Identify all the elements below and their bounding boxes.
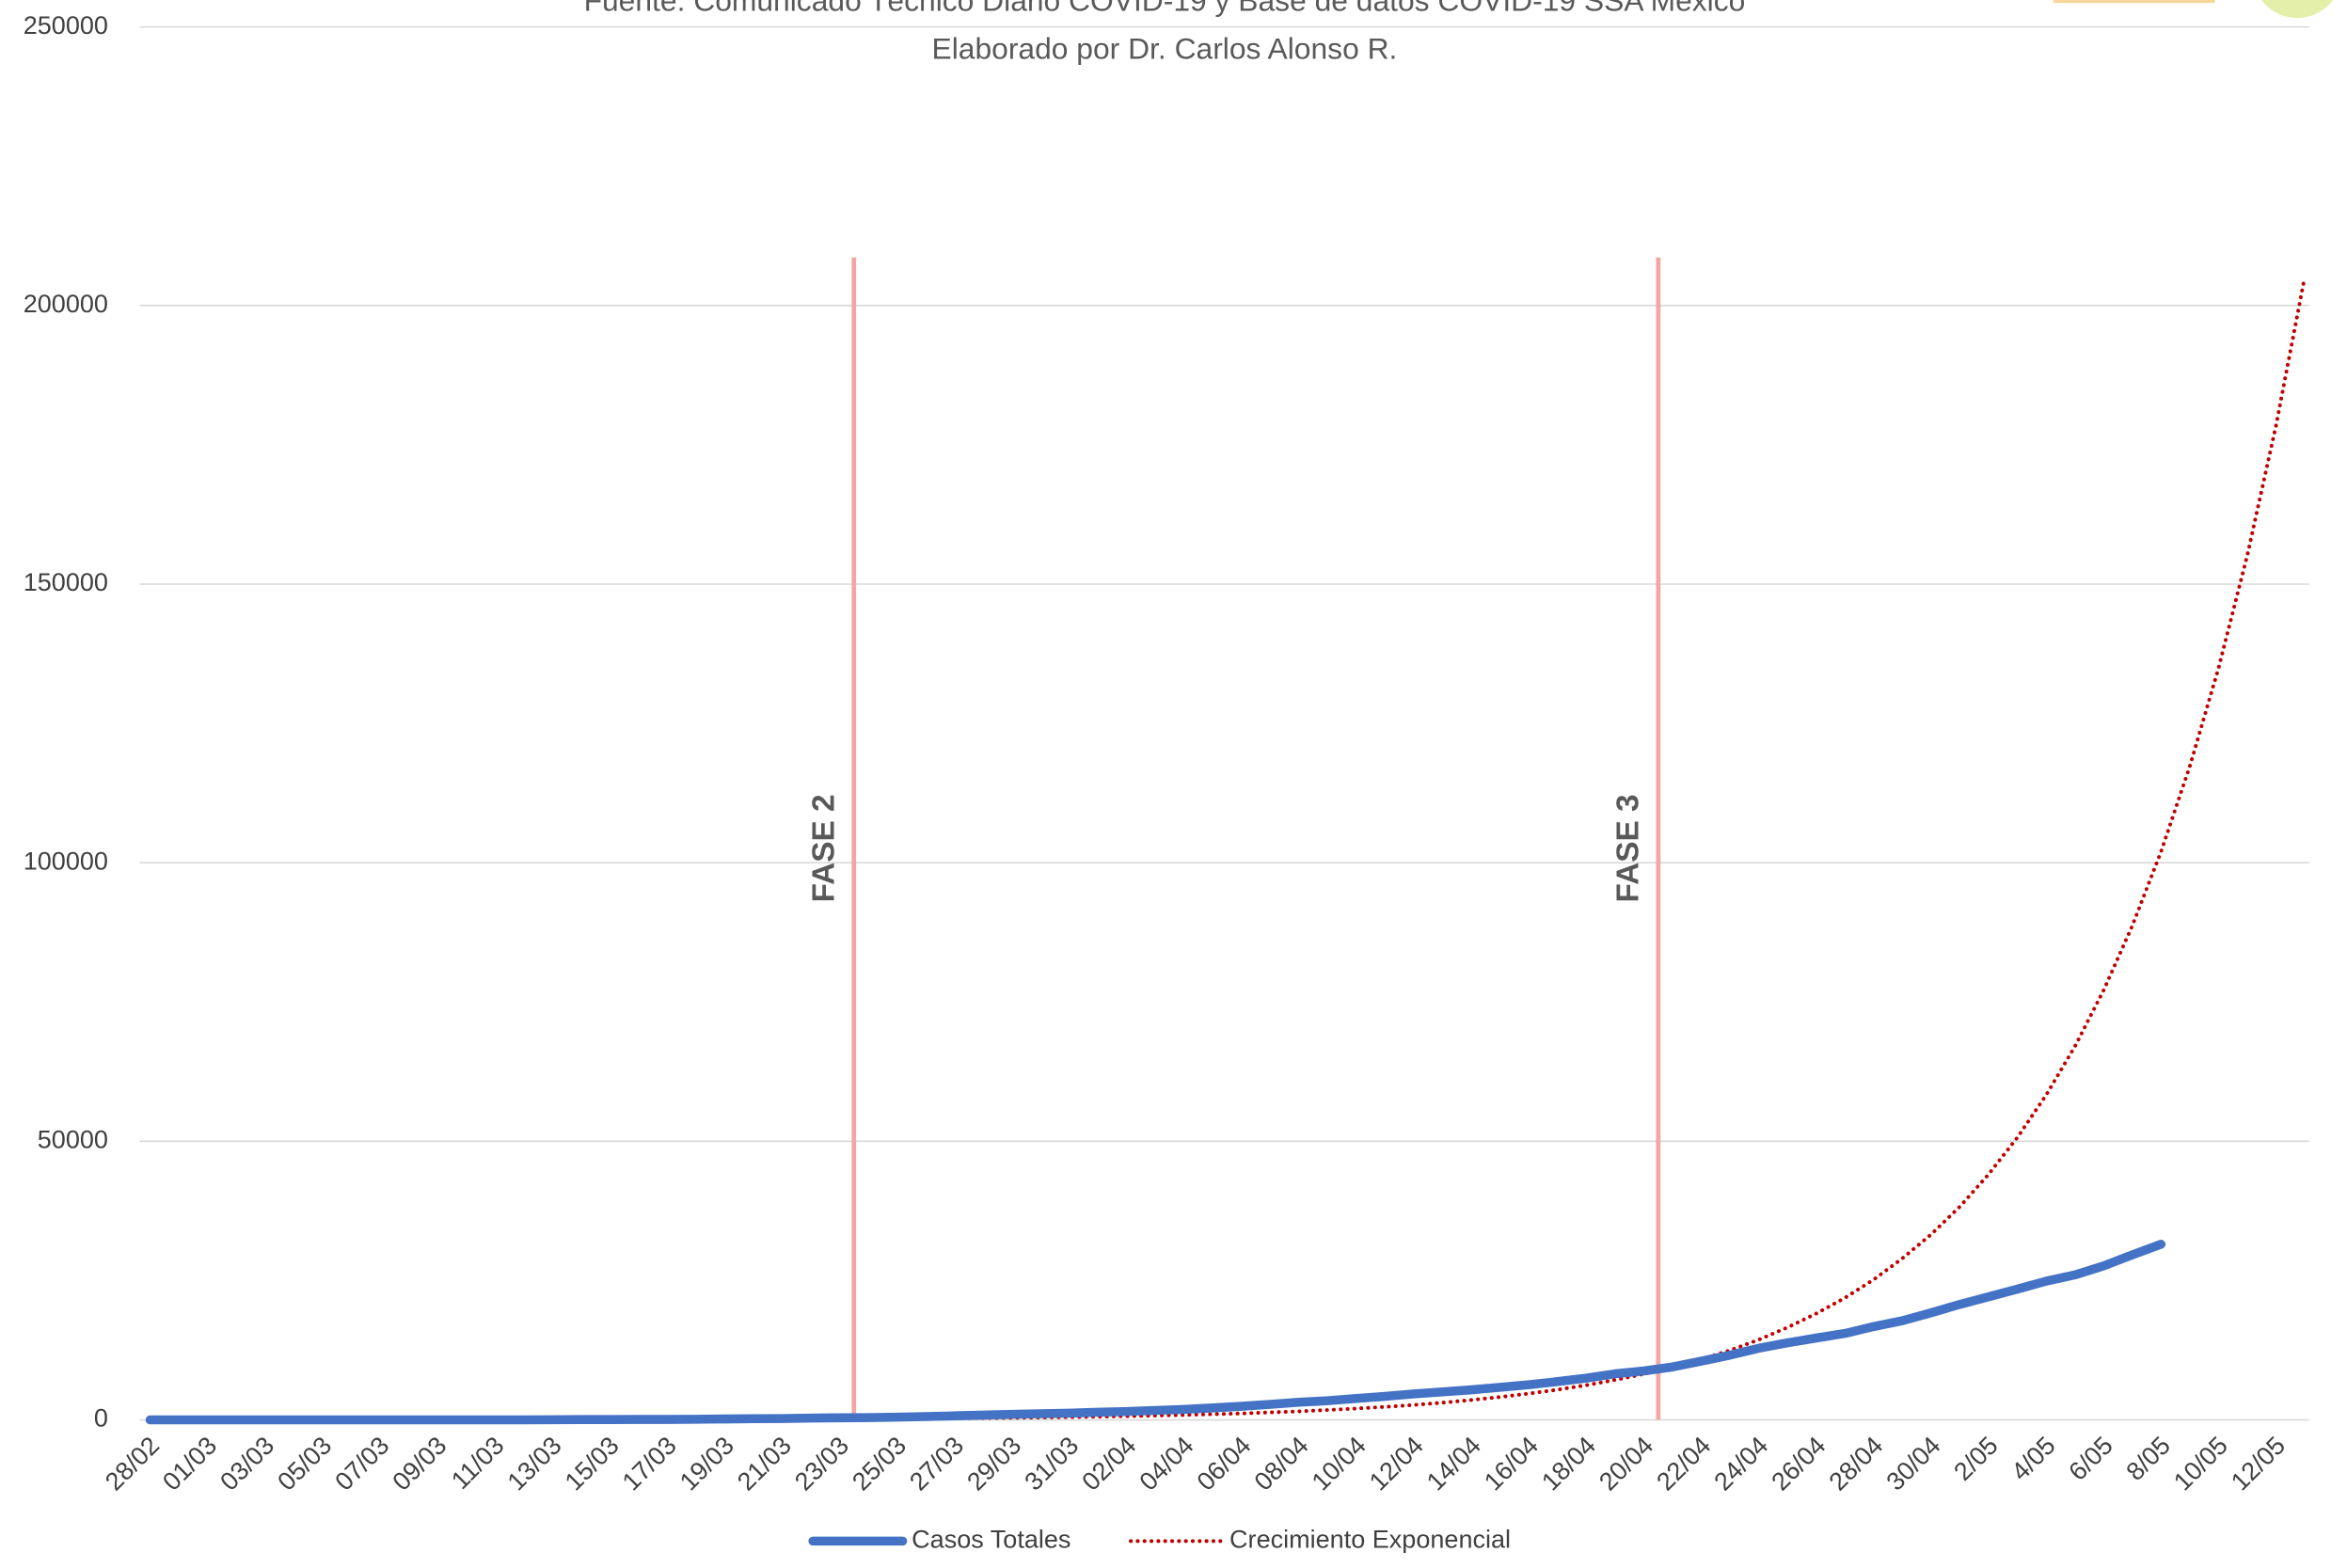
x-tick-label: 6/05 (2063, 1431, 2117, 1485)
x-tick-label: 29/03 (961, 1431, 1026, 1496)
x-tick-label: 16/04 (1479, 1431, 1544, 1496)
x-tick-label: 12/05 (2226, 1431, 2291, 1496)
x-tick-label: 8/05 (2121, 1431, 2176, 1485)
x-tick-label: 28/02 (100, 1431, 165, 1496)
phase-label: FASE 2 (806, 794, 841, 902)
x-tick-label: 05/03 (272, 1431, 337, 1496)
x-tick-label: 28/04 (1824, 1431, 1889, 1496)
x-tick-label: 18/04 (1536, 1431, 1601, 1496)
y-tick-label: 50000 (38, 1125, 108, 1153)
x-tick-label: 10/05 (2168, 1431, 2233, 1496)
x-tick-label: 02/04 (1076, 1431, 1141, 1496)
x-tick-label: 27/03 (904, 1431, 969, 1496)
legend-label: Casos Totales (912, 1526, 1070, 1554)
x-tick-label: 17/03 (617, 1431, 682, 1496)
x-tick-label: 09/03 (388, 1431, 452, 1496)
logo-fragment (2260, 0, 2334, 19)
series-line (145, 1240, 2166, 1425)
series-line (148, 275, 2307, 1422)
y-tick-label: 150000 (24, 568, 108, 596)
phase-label: FASE 3 (1610, 794, 1645, 902)
x-tick-label: 20/04 (1594, 1431, 1658, 1496)
x-tick-label: 2/05 (1948, 1431, 2003, 1485)
chart-title: Fuente: Comunicado Técnico Diario COVID-… (584, 0, 1746, 18)
y-tick-label: 100000 (24, 847, 108, 875)
x-tick-label: 4/05 (2006, 1431, 2060, 1485)
y-tick-label: 0 (94, 1404, 108, 1433)
chart-subtitle: Elaborado por Dr. Carlos Alonso R. (932, 31, 1398, 65)
x-tick-label: 23/03 (789, 1431, 854, 1496)
x-tick-label: 04/04 (1134, 1431, 1199, 1496)
legend-label: Crecimiento Exponencial (1229, 1526, 1511, 1554)
x-tick-label: 10/04 (1307, 1431, 1372, 1496)
x-tick-label: 14/04 (1421, 1431, 1486, 1496)
x-tick-label: 25/03 (847, 1431, 912, 1496)
x-tick-label: 08/04 (1249, 1431, 1314, 1496)
x-tick-label: 19/03 (674, 1431, 739, 1496)
x-tick-label: 12/04 (1364, 1431, 1429, 1496)
x-tick-label: 30/04 (1881, 1431, 1946, 1496)
x-tick-label: 03/03 (214, 1431, 279, 1496)
x-tick-label: 06/04 (1192, 1431, 1257, 1496)
x-tick-label: 31/03 (1019, 1431, 1084, 1496)
x-tick-label: 24/04 (1708, 1431, 1773, 1496)
x-tick-label: 11/03 (446, 1431, 510, 1495)
x-tick-label: 13/03 (502, 1431, 567, 1496)
x-tick-label: 26/04 (1766, 1431, 1831, 1496)
x-tick-label: 21/03 (732, 1431, 797, 1496)
x-tick-label: 07/03 (329, 1431, 394, 1496)
plot-area: 0 50000 100000 150000 200000 250000 28/0201/03… (24, 11, 2309, 1554)
logo-fragment (2053, 0, 2215, 4)
x-tick-label: 22/04 (1651, 1431, 1716, 1496)
y-tick-label: 200000 (24, 290, 108, 318)
x-tick-label: 01/03 (157, 1431, 222, 1496)
x-tick-label: 15/03 (560, 1431, 625, 1496)
y-tick-label: 250000 (24, 11, 108, 40)
